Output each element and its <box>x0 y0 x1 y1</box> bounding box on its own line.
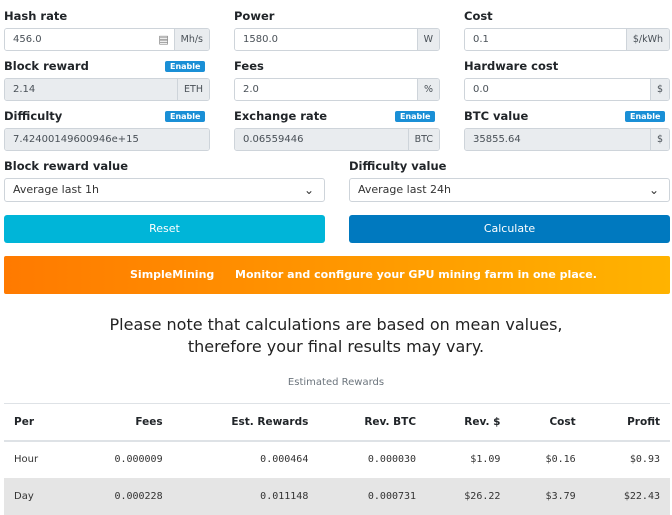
btc-value-unit: $ <box>649 129 669 150</box>
hardware-cost-input[interactable]: 0.0 <box>465 79 650 100</box>
col-header: Rev. BTC <box>318 403 427 442</box>
col-header: Fees <box>70 403 173 442</box>
chevron-down-icon: ⌄ <box>303 183 314 197</box>
disclaimer-note: Please note that calculations are based … <box>0 314 672 358</box>
col-header: Cost <box>510 403 586 442</box>
hash-rate-unit: Mh/s <box>173 29 209 50</box>
difficulty-label: Difficulty <box>4 109 63 123</box>
fees-input-group: 2.0% <box>234 78 440 101</box>
select-value: Average last 1h <box>13 183 99 196</box>
difficulty-value-label: Difficulty value <box>349 159 447 173</box>
fees-unit: % <box>416 79 439 100</box>
btc-value-input-group: 35855.64 $ <box>464 128 670 151</box>
table-cell: Day <box>4 477 71 515</box>
table-row: Day 0.000228 0.011148 0.000731 $26.22 $3.79 $2… <box>4 477 670 515</box>
exchange-rate-input-group: 0.06559446 BTC <box>234 128 440 151</box>
exchange-rate-label: Exchange rate <box>234 109 327 123</box>
hash-rate-label: Hash rate <box>4 9 68 23</box>
banner-brand: SimpleMining <box>130 268 215 281</box>
note-line: Please note that calculations are based … <box>109 315 563 334</box>
table-cell: 0.000464 <box>260 454 309 465</box>
chevron-down-icon: ⌄ <box>648 183 659 197</box>
table-cell: 0.000731 <box>318 477 427 515</box>
note-line: therefore your final results may vary. <box>187 337 485 356</box>
table-cell: Hour <box>14 454 39 465</box>
table-cell: 0.011148 <box>172 477 319 515</box>
exchange-rate-input[interactable]: 0.06559446 <box>235 129 408 150</box>
block-reward-value-select[interactable]: Average last 1h ⌄ <box>4 178 325 202</box>
btc-value-enable-button[interactable]: Enable <box>625 111 666 122</box>
cost-label: Cost <box>464 9 493 23</box>
hardware-cost-input-group: 0.0 $ <box>464 78 670 101</box>
block-reward-enable-button[interactable]: Enable <box>165 61 206 72</box>
difficulty-value-select[interactable]: Average last 24h ⌄ <box>349 178 670 202</box>
hardware-cost-unit: $ <box>649 79 669 100</box>
difficulty-enable-button[interactable]: Enable <box>165 111 206 122</box>
table-cell: $3.79 <box>510 477 586 515</box>
table-header-row: Per Fees Est. Rewards Rev. BTC Rev. $ Co… <box>4 403 670 442</box>
cost-input-group: 0.1 $/kWh <box>464 28 670 51</box>
cost-input[interactable]: 0.1 <box>465 29 626 50</box>
cost-unit: $/kWh <box>625 29 669 50</box>
btc-value-label: BTC value <box>464 109 529 123</box>
power-unit: W <box>416 29 439 50</box>
col-header: Profit <box>585 403 670 442</box>
hash-rate-input[interactable]: 456.0 <box>5 29 154 50</box>
table-cell: $26.22 <box>426 477 511 515</box>
col-header: Est. Rewards <box>172 403 319 442</box>
table-cell: 0.000228 <box>70 477 173 515</box>
select-value: Average last 24h <box>358 183 451 196</box>
table-cell: 0.000030 <box>367 454 417 465</box>
calculate-button[interactable]: Calculate <box>349 215 670 243</box>
fees-label: Fees <box>234 59 264 73</box>
table-row: Hour 0.000009 0.000464 0.000030 $1.09 $0.16 $0… <box>4 441 670 478</box>
hash-rate-input-group: 456.0 ▤ Mh/s <box>4 28 210 51</box>
power-label: Power <box>234 9 275 23</box>
block-reward-label: Block reward <box>4 59 89 73</box>
table-cell: $22.43 <box>585 477 670 515</box>
table-caption: Estimated Rewards <box>287 377 385 388</box>
col-header: Per <box>4 403 71 442</box>
reset-button[interactable]: Reset <box>4 215 325 243</box>
btc-value-input[interactable]: 35855.64 <box>465 129 650 150</box>
table-cell: $0.93 <box>629 454 660 465</box>
rewards-table: Per Fees Est. Rewards Rev. BTC Rev. $ Co… <box>4 403 670 515</box>
block-reward-unit: ETH <box>177 79 209 100</box>
block-reward-input-group: 2.14 ETH <box>4 78 210 101</box>
banner-text: Monitor and configure your GPU mining fa… <box>235 268 597 281</box>
power-input[interactable]: 1580.0 <box>235 29 417 50</box>
power-input-group: 1580.0 W <box>234 28 440 51</box>
hardware-cost-label: Hardware cost <box>464 59 559 73</box>
fees-input[interactable]: 2.0 <box>235 79 417 100</box>
simplemining-banner[interactable]: SimpleMining Monitor and configure your … <box>4 256 670 294</box>
difficulty-input-group: 7.42400149600946e+15 <box>4 128 210 151</box>
table-cell: 0.000009 <box>114 454 163 465</box>
col-header: Rev. $ <box>426 403 511 442</box>
exchange-rate-unit: BTC <box>407 129 439 150</box>
block-reward-input[interactable]: 2.14 <box>5 79 178 100</box>
table-cell: $0.16 <box>545 454 576 465</box>
exchange-rate-enable-button[interactable]: Enable <box>395 111 436 122</box>
table-cell: $1.09 <box>470 454 501 465</box>
difficulty-input[interactable]: 7.42400149600946e+15 <box>5 129 209 150</box>
keyboard-icon[interactable]: ▤ <box>153 29 174 50</box>
block-reward-value-label: Block reward value <box>4 159 129 173</box>
